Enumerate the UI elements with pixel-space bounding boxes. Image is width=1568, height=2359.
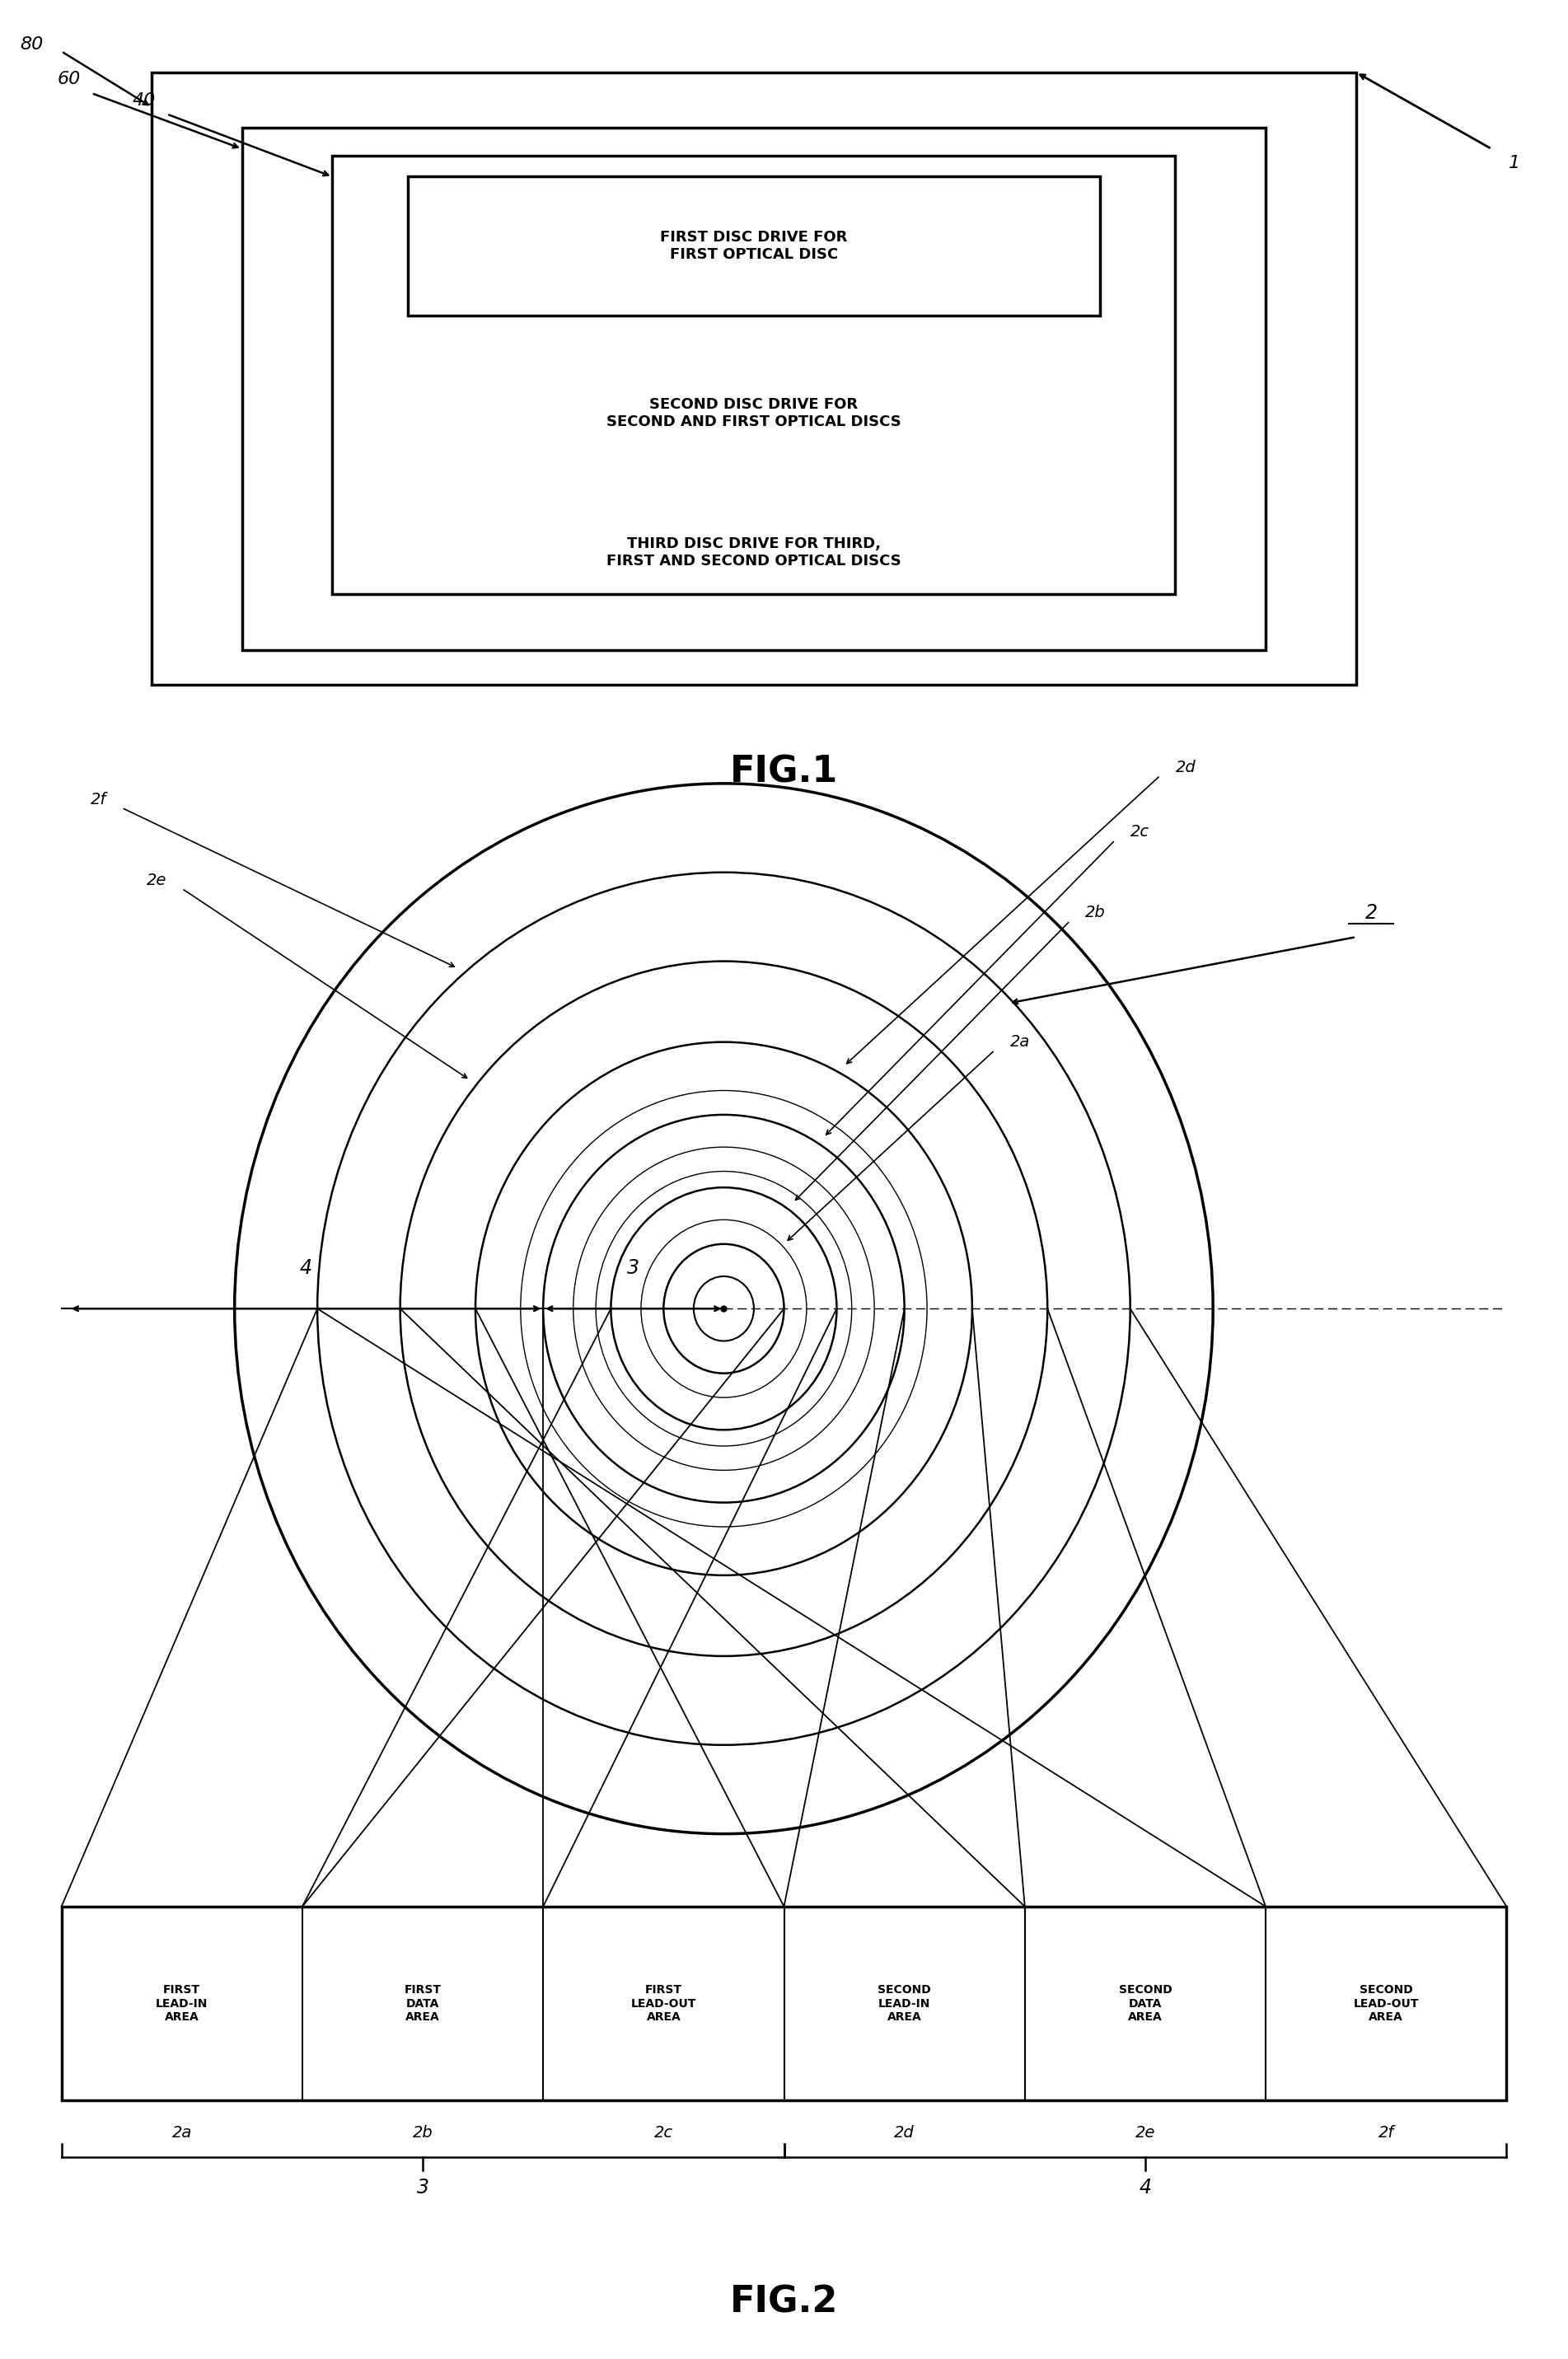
Text: FIG.1: FIG.1 [729,755,839,790]
Text: SECOND
LEAD-OUT
AREA: SECOND LEAD-OUT AREA [1353,1984,1419,2022]
Bar [332,156,1176,594]
Text: 3: 3 [627,1257,640,1279]
Text: 2f: 2f [1378,2125,1394,2140]
Text: 2c: 2c [654,2125,673,2140]
Text: 2e: 2e [1135,2125,1156,2140]
Text: 2b: 2b [1085,906,1105,920]
Text: 2e: 2e [147,873,166,889]
Text: 4: 4 [299,1257,312,1279]
Text: 40: 40 [133,92,155,109]
Text: 60: 60 [58,71,80,87]
Bar [152,73,1356,684]
Text: THIRD DISC DRIVE FOR THIRD,
FIRST AND SECOND OPTICAL DISCS: THIRD DISC DRIVE FOR THIRD, FIRST AND SE… [607,535,902,569]
Text: 2a: 2a [1010,1033,1030,1050]
Text: 2a: 2a [172,2125,191,2140]
Bar [241,127,1265,649]
Text: FIRST
LEAD-OUT
AREA: FIRST LEAD-OUT AREA [630,1984,696,2022]
Text: 2d: 2d [894,2125,914,2140]
Text: SECOND DISC DRIVE FOR
SECOND AND FIRST OPTICAL DISCS: SECOND DISC DRIVE FOR SECOND AND FIRST O… [607,396,902,429]
Bar [408,177,1101,316]
Text: FIG.2: FIG.2 [729,2286,839,2321]
Text: FIRST DISC DRIVE FOR
FIRST OPTICAL DISC: FIRST DISC DRIVE FOR FIRST OPTICAL DISC [660,231,848,262]
Bar [61,1906,1507,2100]
Text: 2b: 2b [412,2125,433,2140]
Text: 80: 80 [20,35,42,52]
Text: SECOND
LEAD-IN
AREA: SECOND LEAD-IN AREA [878,1984,931,2022]
Text: FIRST
DATA
AREA: FIRST DATA AREA [405,1984,441,2022]
Text: FIRST
LEAD-IN
AREA: FIRST LEAD-IN AREA [155,1984,209,2022]
Text: 1: 1 [1508,156,1519,170]
Text: 2d: 2d [1176,760,1196,776]
Text: 4: 4 [1138,2177,1151,2199]
Text: 2c: 2c [1131,823,1149,840]
Text: 3: 3 [417,2177,430,2199]
Text: SECOND
DATA
AREA: SECOND DATA AREA [1118,1984,1171,2022]
Text: 2f: 2f [91,793,107,807]
Text: 2: 2 [1364,903,1377,922]
